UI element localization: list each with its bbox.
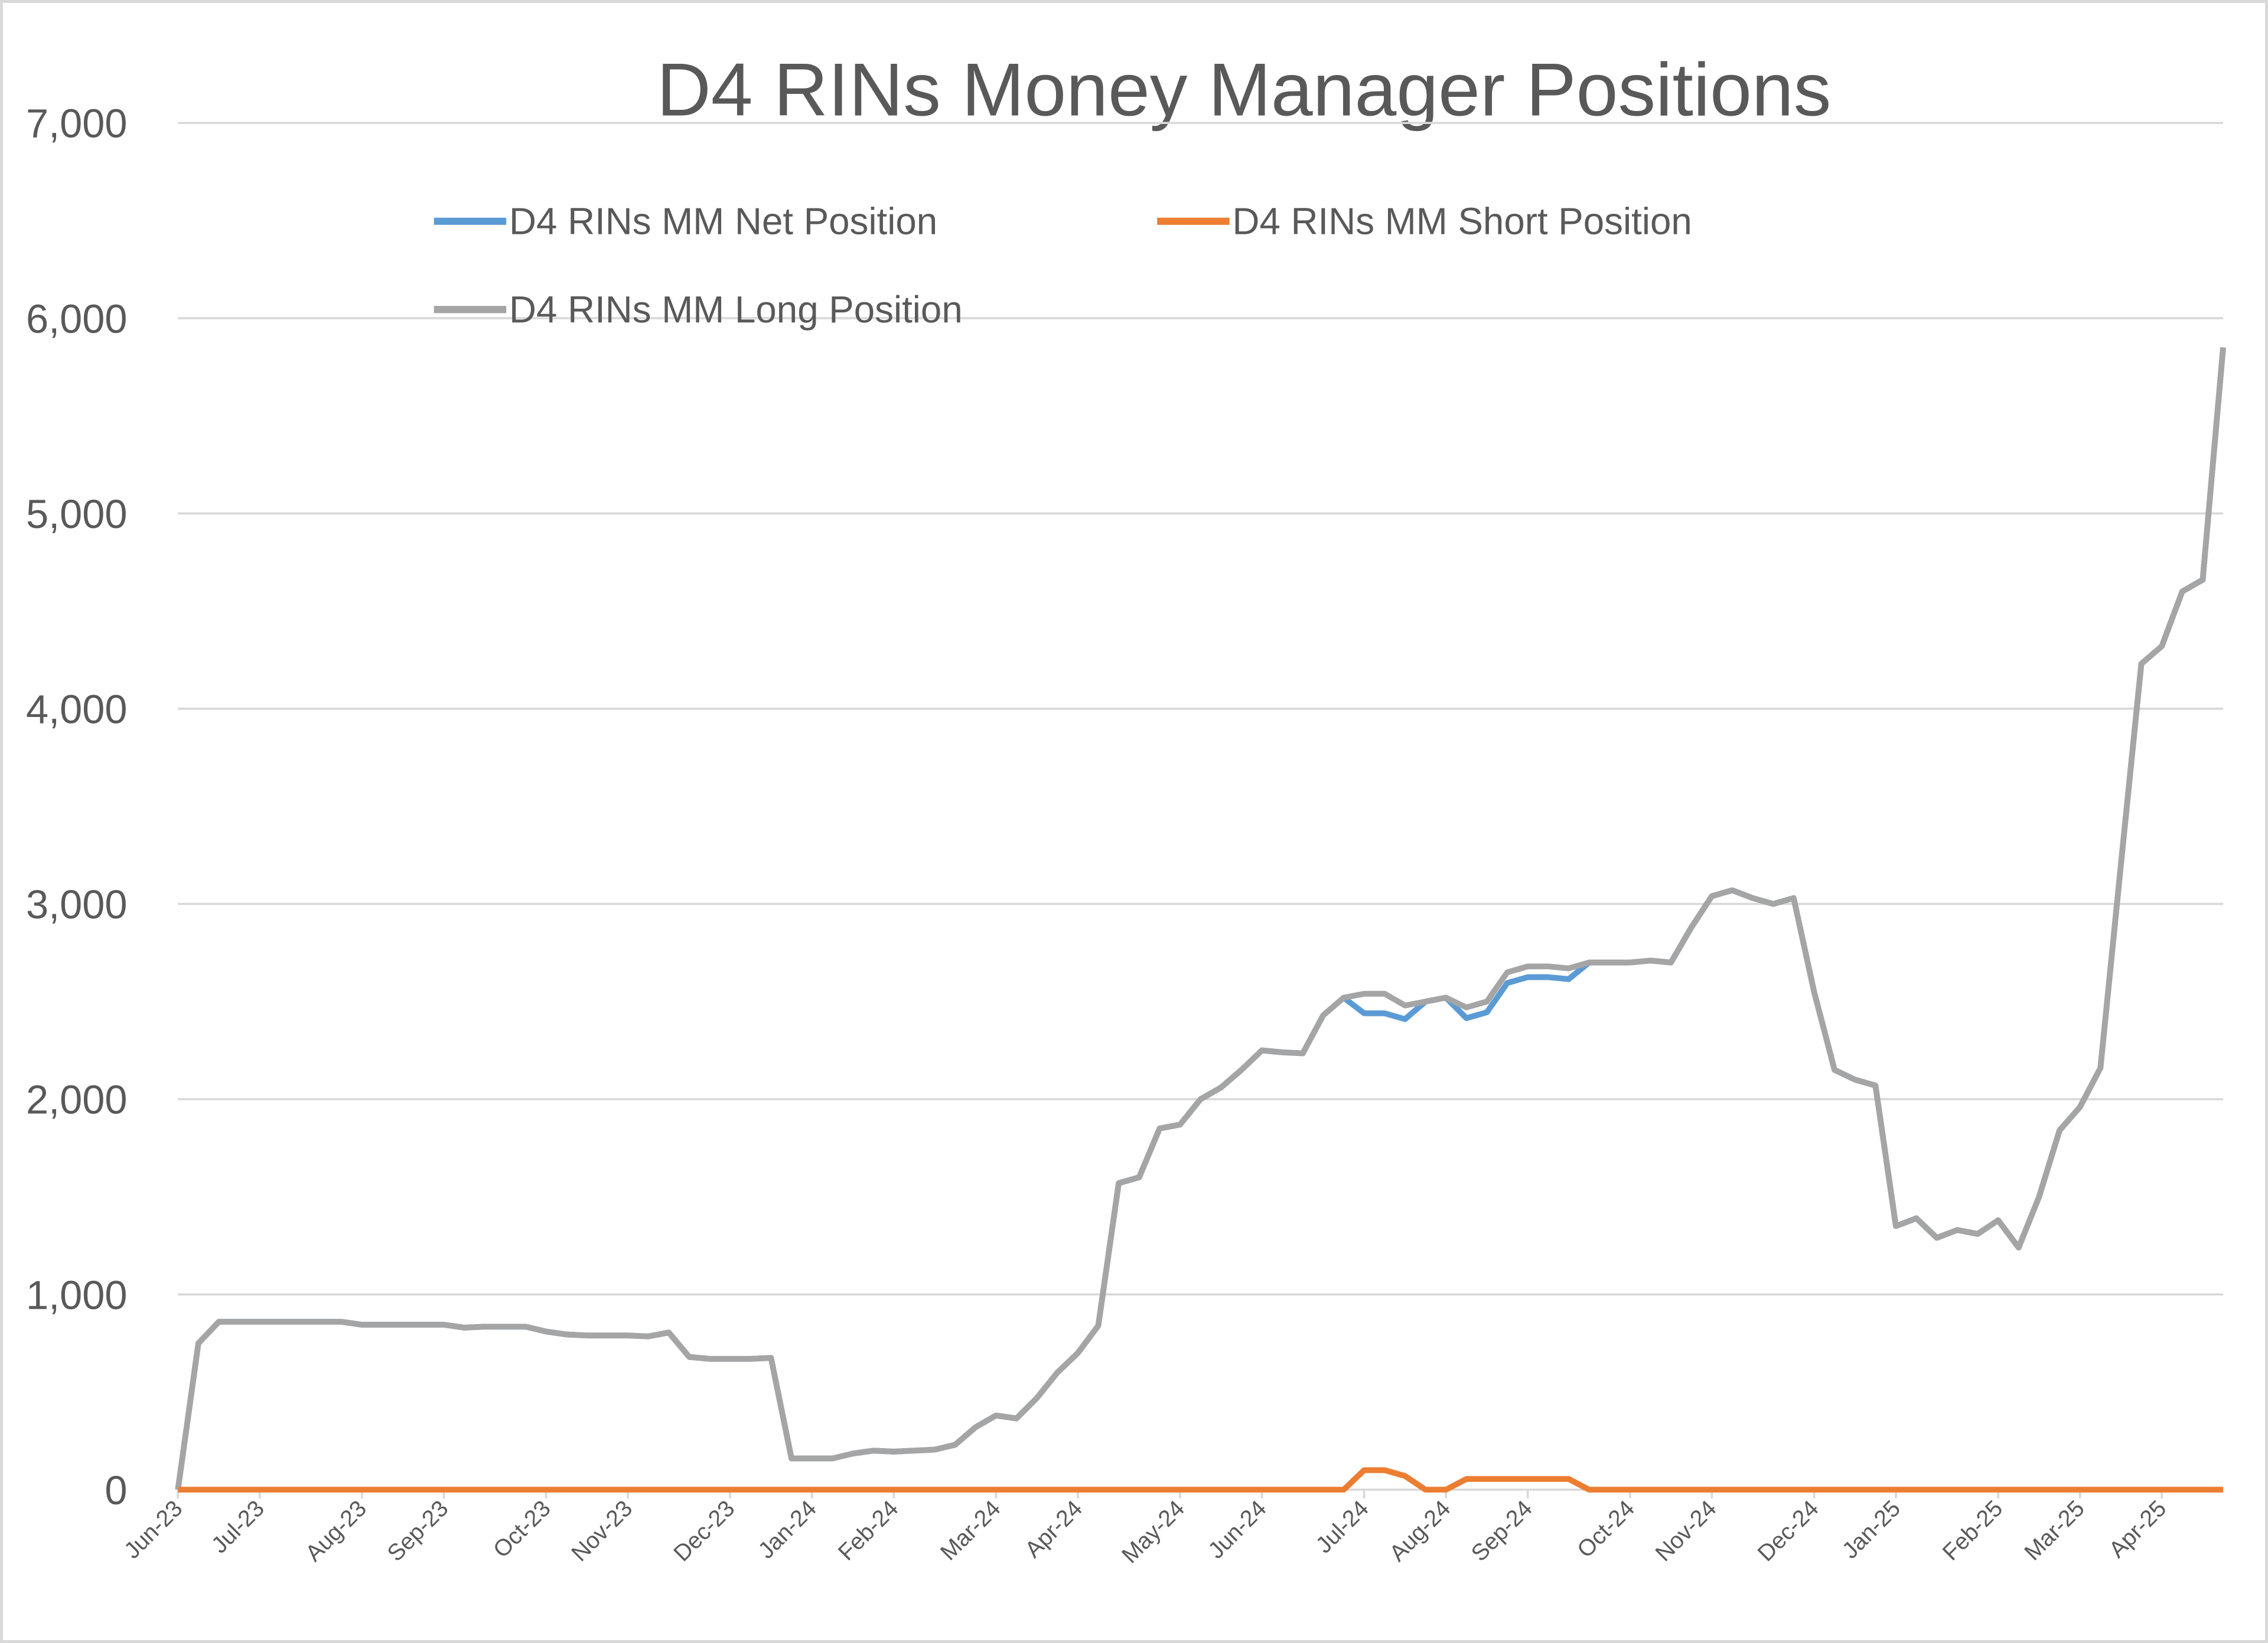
y-tick-label: 4,000 <box>26 686 128 732</box>
y-tick-label: 3,000 <box>26 882 128 927</box>
y-tick-label: 0 <box>105 1468 127 1513</box>
chart-title: D4 RINs Money Manager Positions <box>657 47 1832 131</box>
legend-label: D4 RINs MM Short Position <box>1233 201 1692 243</box>
series-line <box>175 347 2226 1491</box>
series-line <box>178 1467 2224 1493</box>
y-tick-label: 1,000 <box>26 1272 128 1318</box>
legend-label: D4 RINs MM Net Position <box>509 201 937 243</box>
y-tick-label: 7,000 <box>26 101 128 146</box>
y-tick-label: 6,000 <box>26 296 128 341</box>
legend-label: D4 RINs MM Long Position <box>509 289 963 331</box>
legend: D4 RINs MM Net Position D4 RINs MM Short … <box>434 201 1692 331</box>
plot <box>175 347 2226 1493</box>
y-tick-label: 5,000 <box>26 491 128 537</box>
y-tick-label: 2,000 <box>26 1077 128 1123</box>
